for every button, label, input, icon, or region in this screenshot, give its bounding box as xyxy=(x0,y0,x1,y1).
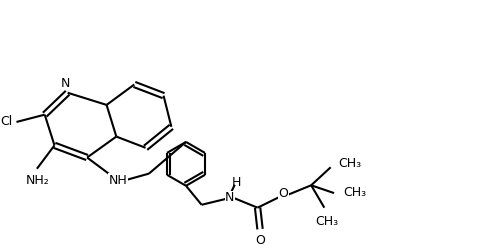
Text: Cl: Cl xyxy=(1,115,13,129)
Text: N: N xyxy=(225,192,234,204)
Text: N: N xyxy=(61,77,71,90)
Text: NH: NH xyxy=(108,174,127,187)
Text: O: O xyxy=(255,234,265,247)
Text: CH₃: CH₃ xyxy=(343,186,366,199)
Text: O: O xyxy=(279,187,288,200)
Text: NH₂: NH₂ xyxy=(26,174,50,186)
Text: CH₃: CH₃ xyxy=(338,157,361,170)
Text: H: H xyxy=(232,176,241,189)
Text: CH₃: CH₃ xyxy=(315,214,338,228)
